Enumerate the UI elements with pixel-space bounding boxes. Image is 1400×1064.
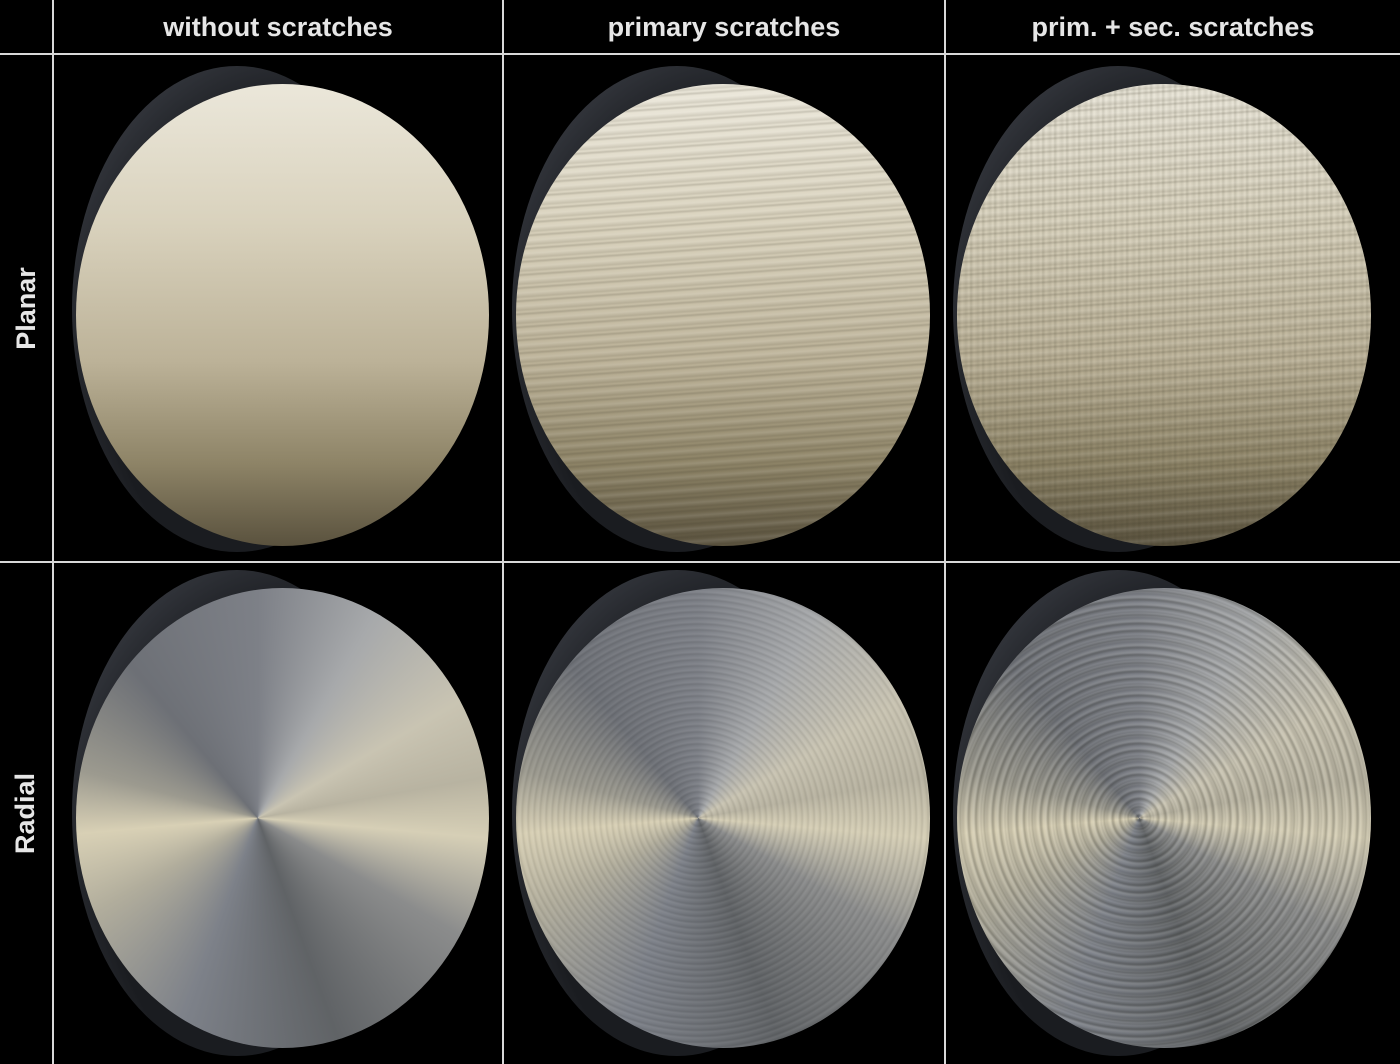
row-label: Planar bbox=[10, 266, 41, 350]
radial-disc-primary-scratches bbox=[516, 588, 930, 1048]
row-header-radial: Radial bbox=[0, 563, 52, 1064]
grid-divider bbox=[502, 0, 504, 1064]
planar-disc-without-scratches bbox=[76, 84, 489, 546]
column-header-primary-scratches: primary scratches bbox=[607, 12, 841, 42]
row-label: Radial bbox=[10, 772, 41, 855]
grid-divider bbox=[0, 561, 1400, 563]
column-header-prim-sec-scratches: prim. + sec. scratches bbox=[1031, 12, 1315, 42]
grid-divider bbox=[944, 0, 946, 1064]
row-header-planar: Planar bbox=[0, 55, 52, 561]
planar-disc-prim-sec-scratches bbox=[957, 84, 1371, 546]
planar-disc-primary-scratches bbox=[516, 84, 930, 546]
radial-disc-without-scratches bbox=[76, 588, 489, 1048]
grid-divider bbox=[0, 53, 1400, 55]
grid-divider bbox=[52, 0, 54, 1064]
column-header-without-scratches: without scratches bbox=[163, 12, 393, 42]
radial-disc-prim-sec-scratches bbox=[957, 588, 1371, 1048]
